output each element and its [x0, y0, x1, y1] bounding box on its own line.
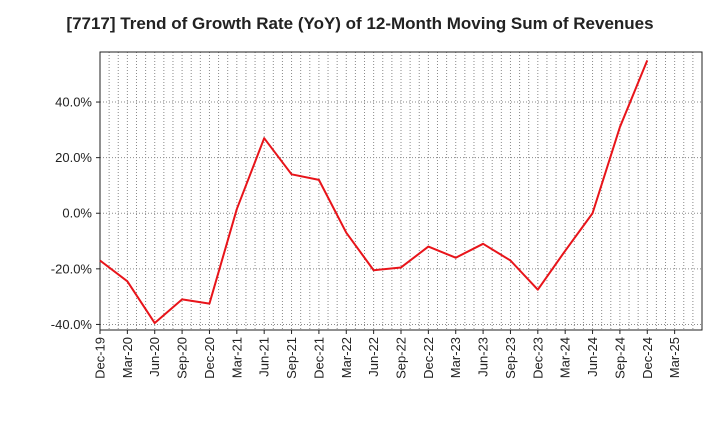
x-tick-label: Sep-22 [394, 337, 409, 379]
x-tick-label: Jun-22 [366, 337, 381, 377]
grid [100, 52, 702, 330]
y-tick-label: 0.0% [62, 206, 92, 221]
x-tick-label: Mar-25 [667, 337, 682, 378]
y-tick-label: 20.0% [55, 150, 92, 165]
x-tick-label: Dec-21 [311, 337, 326, 379]
y-axis: 40.0% 20.0% 0.0% -20.0% -40.0% [51, 95, 100, 332]
x-tick-label: Sep-23 [503, 337, 518, 379]
x-tick-label: Sep-20 [175, 337, 190, 379]
x-tick-label: Dec-23 [530, 337, 545, 379]
x-tick-label: Dec-22 [421, 337, 436, 379]
x-tick-label: Mar-23 [448, 337, 463, 378]
chart-title: [7717] Trend of Growth Rate (YoY) of 12-… [66, 14, 654, 33]
x-axis: Dec-19 Mar-20 Jun-20 Sep-20 Dec-20 Mar-21 Jun-… [93, 330, 682, 379]
x-tick-label: Mar-21 [229, 337, 244, 378]
x-tick-label: Dec-19 [93, 337, 108, 379]
y-tick-label: 40.0% [55, 95, 92, 110]
x-tick-label: Dec-24 [640, 337, 655, 379]
series-layer [99, 59, 649, 325]
x-tick-label: Mar-20 [120, 337, 135, 378]
x-tick-label: Dec-20 [202, 337, 217, 379]
x-tick-label: Sep-21 [284, 337, 299, 379]
y-tick-label: -40.0% [51, 317, 93, 332]
x-tick-label: Jun-20 [147, 337, 162, 377]
y-tick-label: -20.0% [51, 261, 93, 276]
x-tick-label: Mar-24 [558, 337, 573, 378]
x-tick-label: Jun-24 [585, 337, 600, 377]
x-tick-label: Jun-21 [257, 337, 272, 377]
x-tick-label: Sep-24 [612, 337, 627, 379]
x-tick-label: Mar-22 [339, 337, 354, 378]
x-tick-label: Jun-23 [476, 337, 491, 377]
